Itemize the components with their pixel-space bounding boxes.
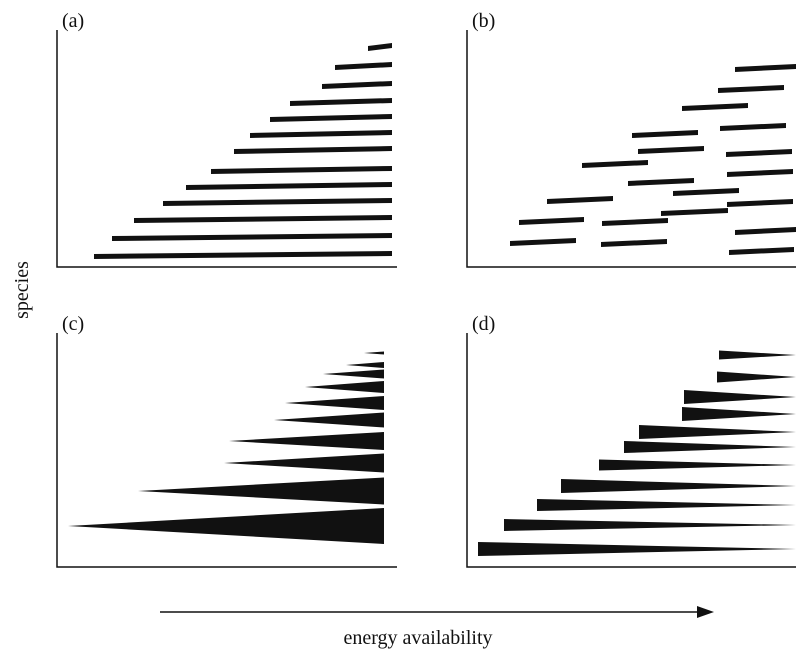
panel-d-wedge-7 [599, 459, 796, 471]
panel-a-bar-9 [186, 182, 392, 190]
panel-a-bar-10 [163, 198, 392, 206]
panel-b-bar-19 [601, 239, 667, 247]
panel-c-axes [56, 333, 397, 568]
panel-d-wedge-11 [478, 542, 796, 556]
panel-a-bar-3 [322, 81, 392, 89]
y-axis-label: species [11, 261, 33, 319]
panel-d-wedge-1 [719, 350, 796, 360]
panel-a-bar-7 [234, 146, 392, 154]
panel-d-wedge-4 [682, 407, 796, 421]
panel-b-bar-17 [735, 227, 796, 235]
panel-a-bar-11 [134, 215, 392, 223]
x-axis-arrow-head [697, 606, 714, 618]
panel-c-wedge-1 [364, 351, 384, 355]
panel-b-bar-3 [682, 103, 748, 111]
panel-a-label: (a) [62, 10, 84, 32]
panel-c-wedge-8 [224, 453, 384, 473]
panel-a: (a) [56, 10, 397, 268]
panel-b: (b) [466, 10, 796, 268]
panel-d-label: (d) [472, 313, 495, 335]
panel-d-wedge-10 [504, 519, 796, 531]
panel-d-wedges [478, 350, 796, 556]
panel-c-label: (c) [62, 313, 84, 335]
panel-b-bar-16 [602, 218, 668, 226]
panel-b-bar-6 [638, 146, 704, 154]
panel-b-bar-5 [632, 130, 698, 138]
panel-c-wedge-5 [285, 396, 384, 410]
panel-a-bars [94, 43, 392, 259]
panel-d-wedge-5 [639, 425, 796, 439]
panel-b-bar-12 [547, 196, 613, 204]
panel-b-bar-7 [726, 149, 792, 157]
panel-c-wedge-4 [305, 381, 384, 393]
panel-c-wedges [68, 351, 384, 544]
panel-d: (d) [466, 313, 796, 568]
panel-b-bar-9 [727, 169, 793, 177]
panel-b-bar-2 [718, 85, 784, 93]
x-axis-label: energy availability [343, 627, 492, 649]
panel-a-bar-1 [368, 43, 392, 51]
panel-c-wedge-2 [346, 362, 384, 368]
panel-b-bar-11 [673, 188, 739, 196]
panel-c: (c) [56, 313, 397, 568]
panel-b-bars [510, 64, 796, 255]
panel-b-bar-4 [720, 123, 786, 131]
panel-a-bar-8 [211, 166, 392, 174]
panel-c-wedge-6 [274, 412, 384, 428]
panel-c-wedge-3 [323, 369, 384, 379]
panel-d-axes [466, 333, 796, 568]
panel-a-bar-13 [94, 251, 392, 259]
panel-a-axes [56, 30, 397, 268]
panel-b-bar-10 [628, 178, 694, 186]
panel-c-wedge-10 [68, 508, 384, 544]
panel-b-bar-20 [729, 247, 794, 255]
panel-a-bar-2 [335, 62, 392, 70]
panel-b-bar-8 [582, 160, 648, 168]
panel-d-wedge-2 [717, 371, 796, 383]
panel-d-wedge-8 [561, 479, 796, 493]
panel-d-wedge-6 [624, 441, 796, 453]
panel-a-bar-12 [112, 233, 392, 241]
panel-c-wedge-7 [229, 432, 384, 450]
panel-c-wedge-9 [138, 477, 384, 505]
panel-b-bar-13 [727, 199, 793, 207]
x-axis-arrow [160, 606, 714, 618]
panel-d-wedge-3 [684, 390, 796, 404]
panel-a-bar-5 [270, 114, 392, 122]
panel-b-axes [466, 30, 796, 268]
panel-b-label: (b) [472, 10, 495, 32]
panel-b-bar-14 [661, 208, 728, 216]
panel-b-bar-18 [510, 238, 576, 246]
panel-b-bar-1 [735, 64, 796, 72]
panel-a-bar-4 [290, 98, 392, 106]
panel-d-wedge-9 [537, 499, 796, 511]
panel-a-bar-6 [250, 130, 392, 138]
panel-b-bar-15 [519, 217, 584, 225]
